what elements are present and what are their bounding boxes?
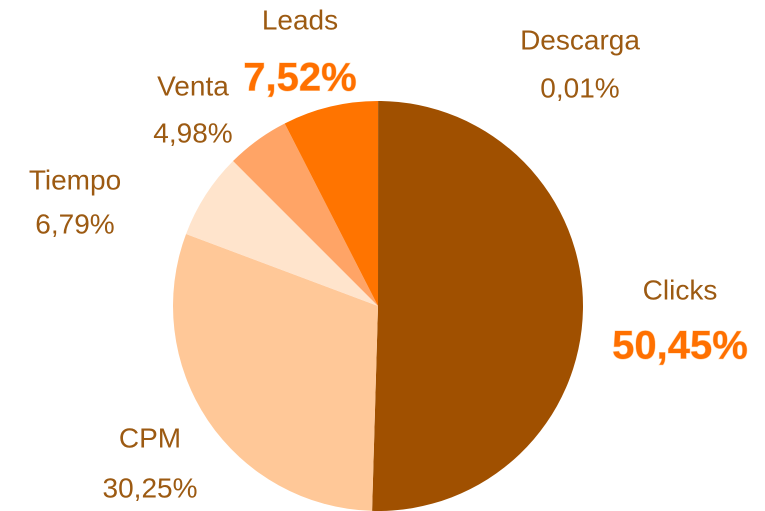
slice-name: Tiempo xyxy=(29,164,121,195)
slice-name: Clicks xyxy=(643,274,718,305)
pie-slice xyxy=(186,161,378,306)
slice-name: Venta xyxy=(157,70,229,101)
slice-value-label: 6,79% xyxy=(35,208,114,239)
pie-slice xyxy=(284,101,378,306)
slice-value-label: 0,01% xyxy=(540,72,619,103)
slice-value-label: 30,25% xyxy=(103,472,198,503)
pie-slice xyxy=(233,123,378,307)
slice-name: Descarga xyxy=(520,24,640,55)
slice-name: CPM xyxy=(119,422,181,453)
pie-slice xyxy=(172,234,378,511)
slice-value-label: 7,52% xyxy=(243,56,356,100)
slice-name: Leads xyxy=(262,4,338,35)
pie-slice xyxy=(372,101,584,511)
slice-value-label: 4,98% xyxy=(153,117,232,148)
slice-value-label: 50,45% xyxy=(612,324,748,368)
